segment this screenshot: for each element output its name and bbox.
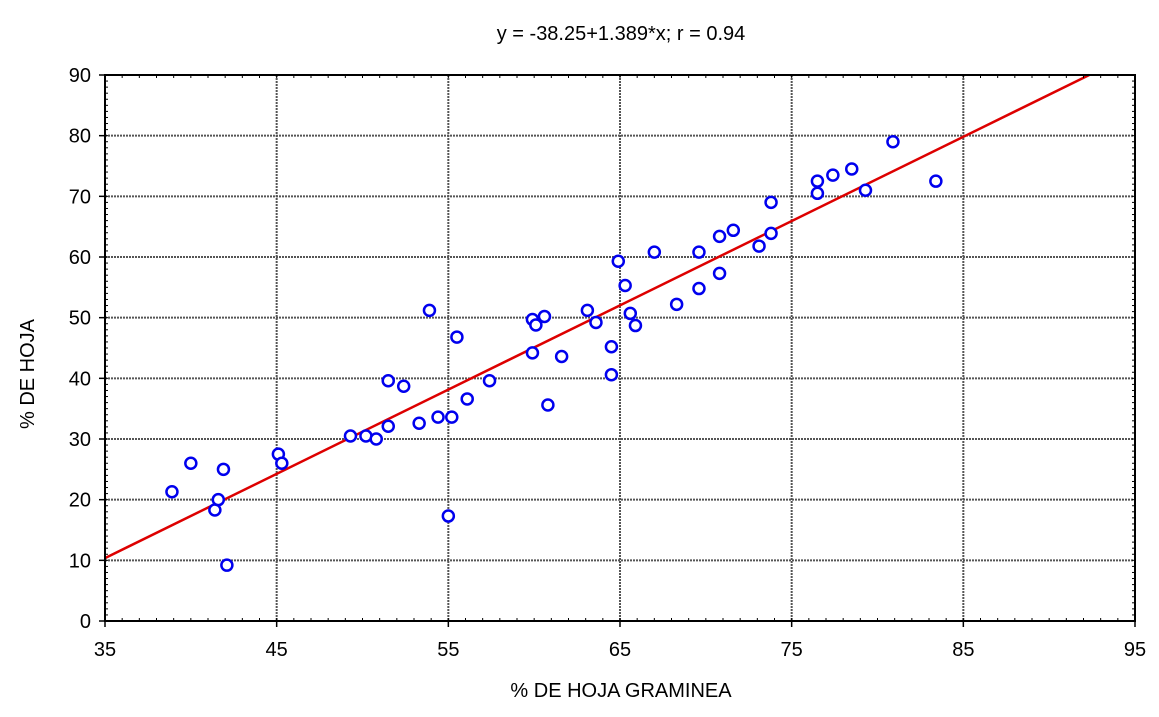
x-tick-label: 75 xyxy=(781,639,803,661)
data-point xyxy=(460,392,474,406)
data-point xyxy=(692,245,706,259)
data-point xyxy=(628,318,643,333)
data-point xyxy=(381,374,395,388)
data-point xyxy=(810,186,825,201)
data-point xyxy=(589,315,603,330)
data-point xyxy=(647,245,662,259)
chart-title: y = -38.25+1.389*x; r = 0.94 xyxy=(497,23,746,45)
x-tick-label: 45 xyxy=(266,639,288,661)
data-point xyxy=(858,183,873,198)
data-point xyxy=(431,410,445,424)
x-tick-label: 85 xyxy=(952,639,974,661)
x-tick-label: 95 xyxy=(1124,639,1146,661)
data-point xyxy=(604,367,619,382)
y-tick-label: 90 xyxy=(69,65,91,87)
y-axis-label: % DE HOJA xyxy=(17,318,39,429)
data-point xyxy=(554,349,569,364)
data-point xyxy=(580,303,595,318)
data-points xyxy=(165,134,943,572)
data-point xyxy=(381,419,395,434)
data-point xyxy=(604,340,619,354)
data-point xyxy=(541,398,555,412)
y-tick-label: 10 xyxy=(69,550,91,572)
data-point xyxy=(623,306,638,321)
data-point xyxy=(752,239,766,253)
data-point xyxy=(165,485,179,499)
data-point xyxy=(445,410,459,424)
data-point xyxy=(826,168,840,182)
data-point xyxy=(275,456,289,471)
y-tick-label: 30 xyxy=(69,429,91,451)
x-axis-label: % DE HOJA GRAMINEA xyxy=(510,680,732,702)
axis-ticks: 35 45 55 65 75 85 95 0 10 20 30 40 50 60 70 80 90 xyxy=(69,65,1146,661)
data-point xyxy=(618,278,632,293)
data-point xyxy=(211,492,226,507)
data-point xyxy=(712,229,727,244)
data-point xyxy=(886,134,900,149)
data-point xyxy=(537,309,552,324)
data-point xyxy=(525,346,540,360)
x-tick-label: 65 xyxy=(609,639,631,661)
data-point xyxy=(450,330,464,344)
x-tick-label: 35 xyxy=(94,639,116,661)
data-point xyxy=(845,162,859,176)
data-point xyxy=(343,429,358,443)
data-point xyxy=(764,226,778,241)
data-point xyxy=(184,456,198,471)
data-point xyxy=(482,374,497,388)
data-point xyxy=(611,254,626,268)
data-point xyxy=(712,266,727,281)
y-tick-label: 80 xyxy=(69,126,91,148)
data-point xyxy=(810,174,825,188)
data-point xyxy=(220,558,234,572)
data-point xyxy=(929,174,943,188)
data-point xyxy=(216,462,231,477)
grid-lines xyxy=(105,75,1135,621)
y-tick-label: 20 xyxy=(69,490,91,512)
data-point xyxy=(396,379,411,393)
data-point xyxy=(422,303,437,318)
data-point xyxy=(726,223,741,238)
data-point xyxy=(529,318,543,332)
data-point xyxy=(441,509,456,523)
y-tick-label: 40 xyxy=(69,368,91,390)
data-point xyxy=(692,281,706,296)
y-tick-label: 0 xyxy=(80,611,91,633)
data-point xyxy=(369,432,383,446)
data-point xyxy=(764,195,778,210)
data-point xyxy=(669,297,684,312)
y-tick-label: 50 xyxy=(69,308,91,330)
data-point xyxy=(412,416,426,430)
y-tick-label: 70 xyxy=(69,186,91,208)
y-tick-label: 60 xyxy=(69,247,91,269)
x-tick-label: 55 xyxy=(437,639,459,661)
